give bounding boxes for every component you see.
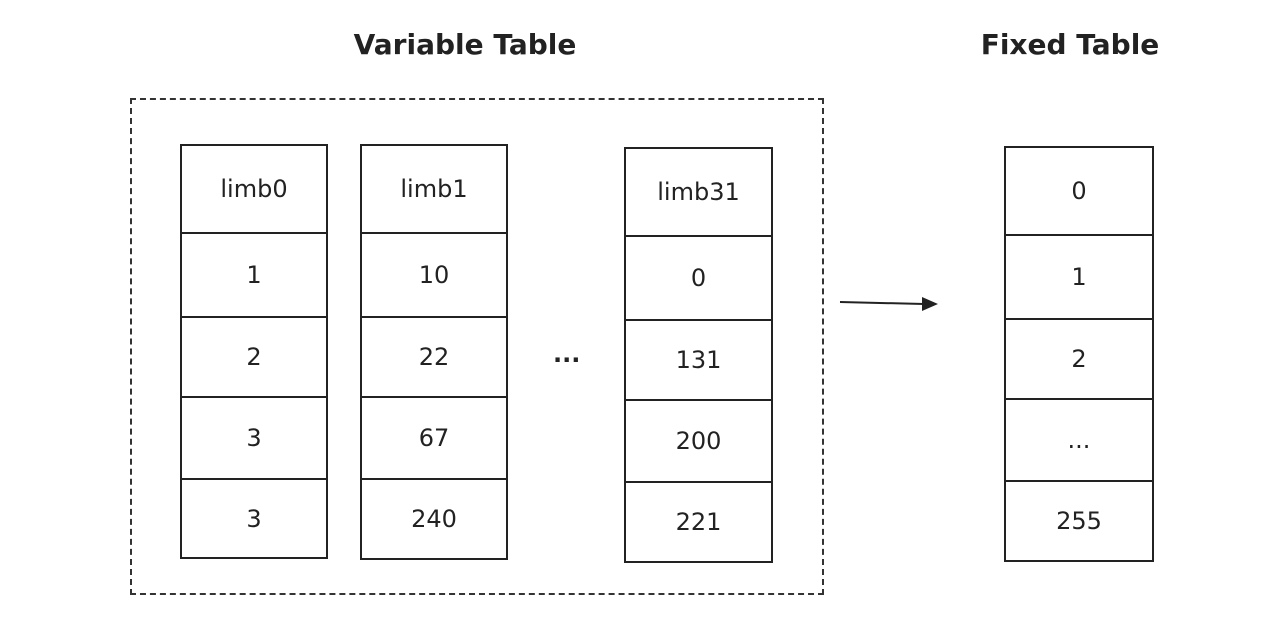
limb1-header: limb1 [400, 175, 468, 203]
table-cell: 0 [1071, 177, 1087, 205]
limb31-column: limb31 0 131 200 221 [624, 147, 773, 563]
table-cell: 131 [626, 319, 771, 399]
fixed-table-column: 0 1 2 ... 255 [1004, 146, 1154, 562]
table-cell: 255 [1006, 480, 1152, 560]
table-cell: 22 [362, 316, 506, 396]
table-cell: 67 [362, 396, 506, 478]
table-cell: 200 [626, 399, 771, 481]
table-cell: 1 [1006, 234, 1152, 318]
limb1-column: limb1 10 22 67 240 [360, 144, 508, 560]
table-cell: 1 [182, 232, 326, 316]
table-cell: 240 [362, 478, 506, 558]
table-cell: 2 [1006, 318, 1152, 398]
variable-table-title: Variable Table [353, 28, 577, 61]
fixed-table-title: Fixed Table [980, 28, 1160, 61]
table-cell: 221 [626, 481, 771, 561]
columns-ellipsis: ... [553, 340, 581, 368]
table-cell: 2 [182, 316, 326, 396]
limb0-column: limb0 1 2 3 3 [180, 144, 328, 559]
variable-table-group [130, 98, 824, 595]
table-cell: 3 [182, 478, 326, 557]
right-arrow-icon [839, 297, 938, 311]
limb0-header: limb0 [220, 175, 288, 203]
table-cell: ... [1006, 398, 1152, 480]
table-cell: 10 [362, 232, 506, 316]
limb31-header: limb31 [657, 178, 740, 206]
table-cell: 3 [182, 396, 326, 478]
table-cell: 0 [626, 235, 771, 319]
